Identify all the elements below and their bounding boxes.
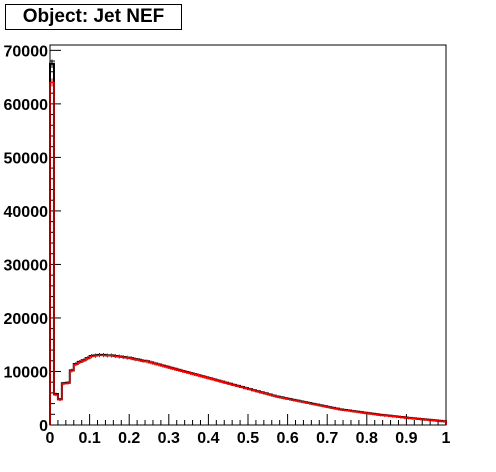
plot-frame bbox=[49, 44, 447, 426]
x-tick-label: 0.3 bbox=[158, 430, 180, 447]
x-tick-label: 0 bbox=[46, 430, 55, 447]
x-tick-label: 0.8 bbox=[356, 430, 378, 447]
y-tick-label: 40000 bbox=[4, 204, 49, 221]
series-1-steps bbox=[49, 81, 447, 425]
x-tick-label: 1 bbox=[442, 430, 451, 447]
x-tick-label: 0.6 bbox=[276, 430, 298, 447]
y-axis: 0 10000 20000 30000 40000 50000 60000 70000 bbox=[4, 43, 61, 435]
y-tick-label: 20000 bbox=[4, 311, 49, 328]
x-tick-label: 0.2 bbox=[118, 430, 140, 447]
x-tick-label: 0.7 bbox=[316, 430, 338, 447]
x-tick-label: 0.4 bbox=[197, 430, 219, 447]
y-tick-label: 30000 bbox=[4, 257, 49, 274]
y-tick-label: 0 bbox=[39, 418, 48, 435]
y-tick-label: 10000 bbox=[4, 364, 49, 381]
y-tick-label: 60000 bbox=[4, 97, 49, 114]
y-tick-label: 50000 bbox=[4, 150, 49, 167]
x-axis: 0 0.1 0.2 0.3 0.4 0.5 0.6 0.7 0.8 0.9 1 bbox=[46, 414, 451, 447]
series-0-steps bbox=[49, 62, 447, 425]
series-layer bbox=[49, 59, 447, 425]
chart-title: Object: Jet NEF bbox=[5, 4, 182, 30]
x-tick-label: 0.5 bbox=[237, 430, 259, 447]
y-tick-label: 70000 bbox=[4, 43, 49, 60]
x-tick-label: 0.9 bbox=[395, 430, 417, 447]
x-tick-label: 0.1 bbox=[78, 430, 100, 447]
